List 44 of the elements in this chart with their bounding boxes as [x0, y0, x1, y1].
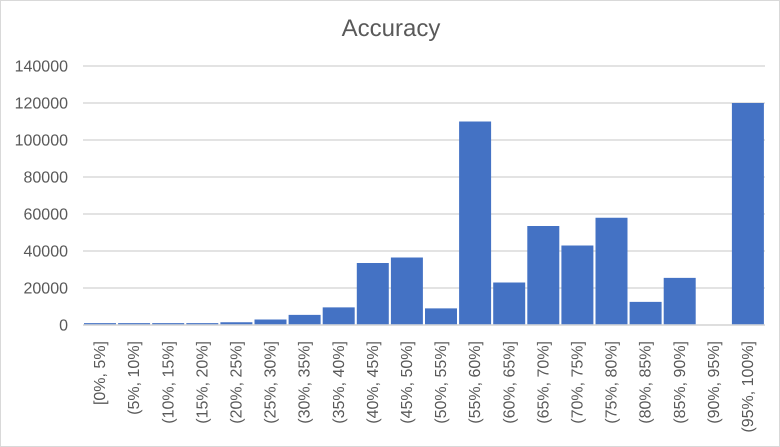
bar [459, 122, 492, 325]
x-tick-label: (60%, 65%] [500, 341, 518, 424]
bar [322, 307, 355, 325]
x-tick-label: (25%, 30%] [262, 341, 280, 424]
x-tick-label: (40%, 45%] [364, 341, 382, 424]
x-tick-label: (90%, 95%] [705, 341, 722, 424]
bar [561, 245, 594, 325]
x-tick-label: (80%, 85%] [637, 341, 654, 424]
x-tick-label: (5%, 10%] [126, 341, 143, 415]
bar [630, 302, 662, 325]
x-tick-label: [0%, 5%] [92, 341, 109, 406]
bar [254, 319, 286, 325]
bar [493, 282, 526, 325]
bar [732, 103, 764, 325]
x-tick-label: (70%, 75%] [568, 341, 586, 424]
bar [356, 263, 389, 325]
bar [288, 314, 321, 325]
x-tick-label: (30%, 35%] [296, 341, 314, 424]
x-tick-label: (50%, 55%] [432, 341, 450, 424]
bar [527, 226, 560, 325]
bar [425, 308, 457, 325]
x-tick-label: (75%, 80%] [603, 341, 620, 424]
bar [596, 218, 628, 325]
y-tick-label: 140000 [14, 58, 68, 76]
x-tick-label: (15%, 20%] [194, 341, 211, 424]
x-tick-label: (85%, 90%] [671, 341, 688, 424]
chart-title: Accuracy [340, 15, 442, 43]
y-tick-label: 60000 [24, 206, 68, 224]
bar [220, 322, 252, 325]
y-tick-label: 80000 [24, 170, 68, 187]
x-tick-label: (55%, 60%] [466, 341, 484, 424]
bar [390, 257, 423, 325]
bar [664, 278, 696, 325]
y-tick-label: 100000 [14, 132, 68, 150]
y-tick-label: 0 [59, 318, 68, 335]
x-tick-label: (35%, 40%] [330, 341, 348, 424]
x-tick-label: (20%, 25%] [228, 341, 245, 424]
x-tick-label: (45%, 50%] [398, 341, 416, 424]
y-tick-label: 20000 [24, 280, 68, 298]
y-tick-label: 120000 [14, 96, 68, 113]
x-tick-label: (10%, 15%] [160, 341, 177, 424]
y-tick-label: 40000 [24, 244, 68, 261]
x-tick-label: (95%, 100%] [739, 341, 756, 433]
x-tick-label: (65%, 70%] [534, 341, 552, 424]
